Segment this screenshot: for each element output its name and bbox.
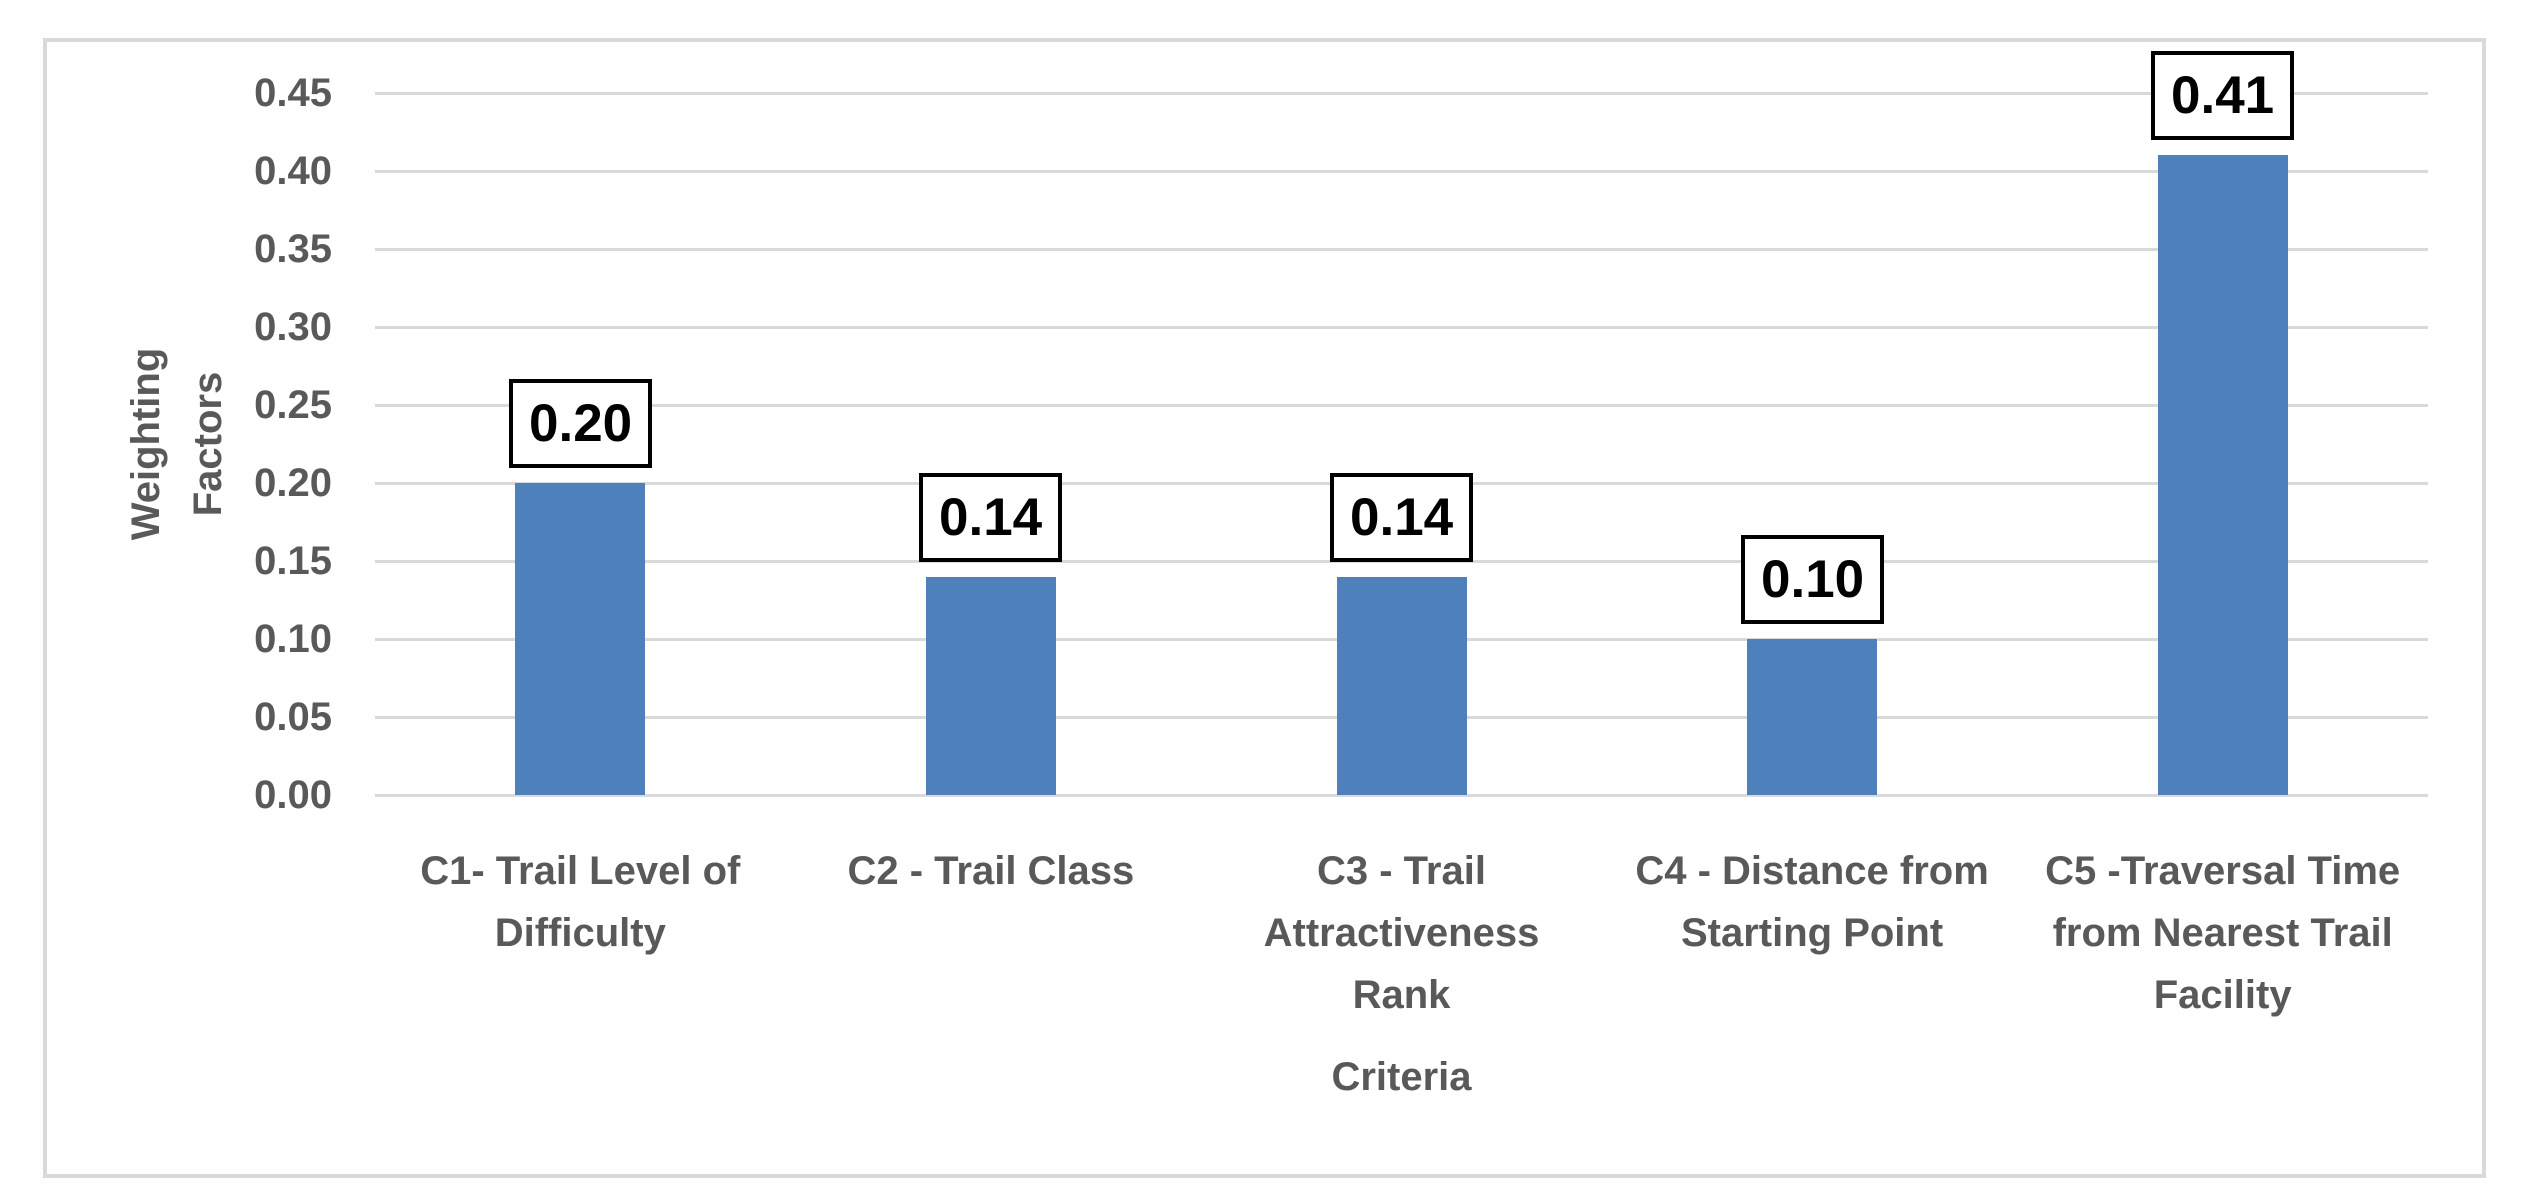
y-tick-label: 0.25 <box>254 383 332 427</box>
y-tick-label: 0.05 <box>254 695 332 739</box>
gridline <box>375 404 2428 407</box>
bar-1 <box>515 483 645 795</box>
x-axis-title: Criteria <box>1331 1055 1472 1099</box>
y-tick-label: 0.10 <box>254 617 332 661</box>
gridline <box>375 92 2428 95</box>
gridline <box>375 794 2428 797</box>
category-cell: C4 - Distance from Starting Point <box>1607 840 2018 1026</box>
category-label-2: C2 - Trail Class <box>847 849 1135 893</box>
category-cell: C5 -Traversal Time from Nearest Trail Fa… <box>2017 840 2428 1026</box>
y-axis-title: Weighting Factors <box>124 347 230 541</box>
data-label-2: 0.14 <box>919 473 1063 562</box>
gridline <box>375 248 2428 251</box>
category-cell: C3 - Trail Attractiveness Rank <box>1196 840 1607 1026</box>
y-tick-label: 0.15 <box>254 539 332 583</box>
y-tick-label: 0.45 <box>254 71 332 115</box>
category-label-1: C1- Trail Level of Difficulty <box>420 849 741 955</box>
y-tick-label: 0.20 <box>254 461 332 505</box>
chart-outer-border <box>43 38 2486 1178</box>
category-cell: C2 - Trail Class <box>786 840 1197 1026</box>
data-label-4: 0.10 <box>1741 535 1885 624</box>
gridline <box>375 170 2428 173</box>
category-label-5: C5 -Traversal Time from Nearest Trail Fa… <box>2045 849 2401 1017</box>
y-tick-label: 0.35 <box>254 227 332 271</box>
gridline <box>375 326 2428 329</box>
bar-2 <box>926 577 1056 795</box>
y-tick-label: 0.40 <box>254 149 332 193</box>
bar-3 <box>1337 577 1467 795</box>
y-tick-label: 0.30 <box>254 305 332 349</box>
x-axis-category-labels: C1- Trail Level of Difficulty C2 - Trail … <box>375 840 2428 1026</box>
y-tick-label: 0.00 <box>254 773 332 817</box>
data-label-1: 0.20 <box>509 379 653 468</box>
category-label-4: C4 - Distance from Starting Point <box>1635 849 1989 955</box>
bar-5 <box>2158 155 2288 795</box>
data-label-5: 0.41 <box>2151 51 2295 140</box>
category-label-3: C3 - Trail Attractiveness Rank <box>1263 849 1540 1017</box>
data-label-3: 0.14 <box>1330 473 1474 562</box>
category-cell: C1- Trail Level of Difficulty <box>375 840 786 1026</box>
bar-4 <box>1747 639 1877 795</box>
